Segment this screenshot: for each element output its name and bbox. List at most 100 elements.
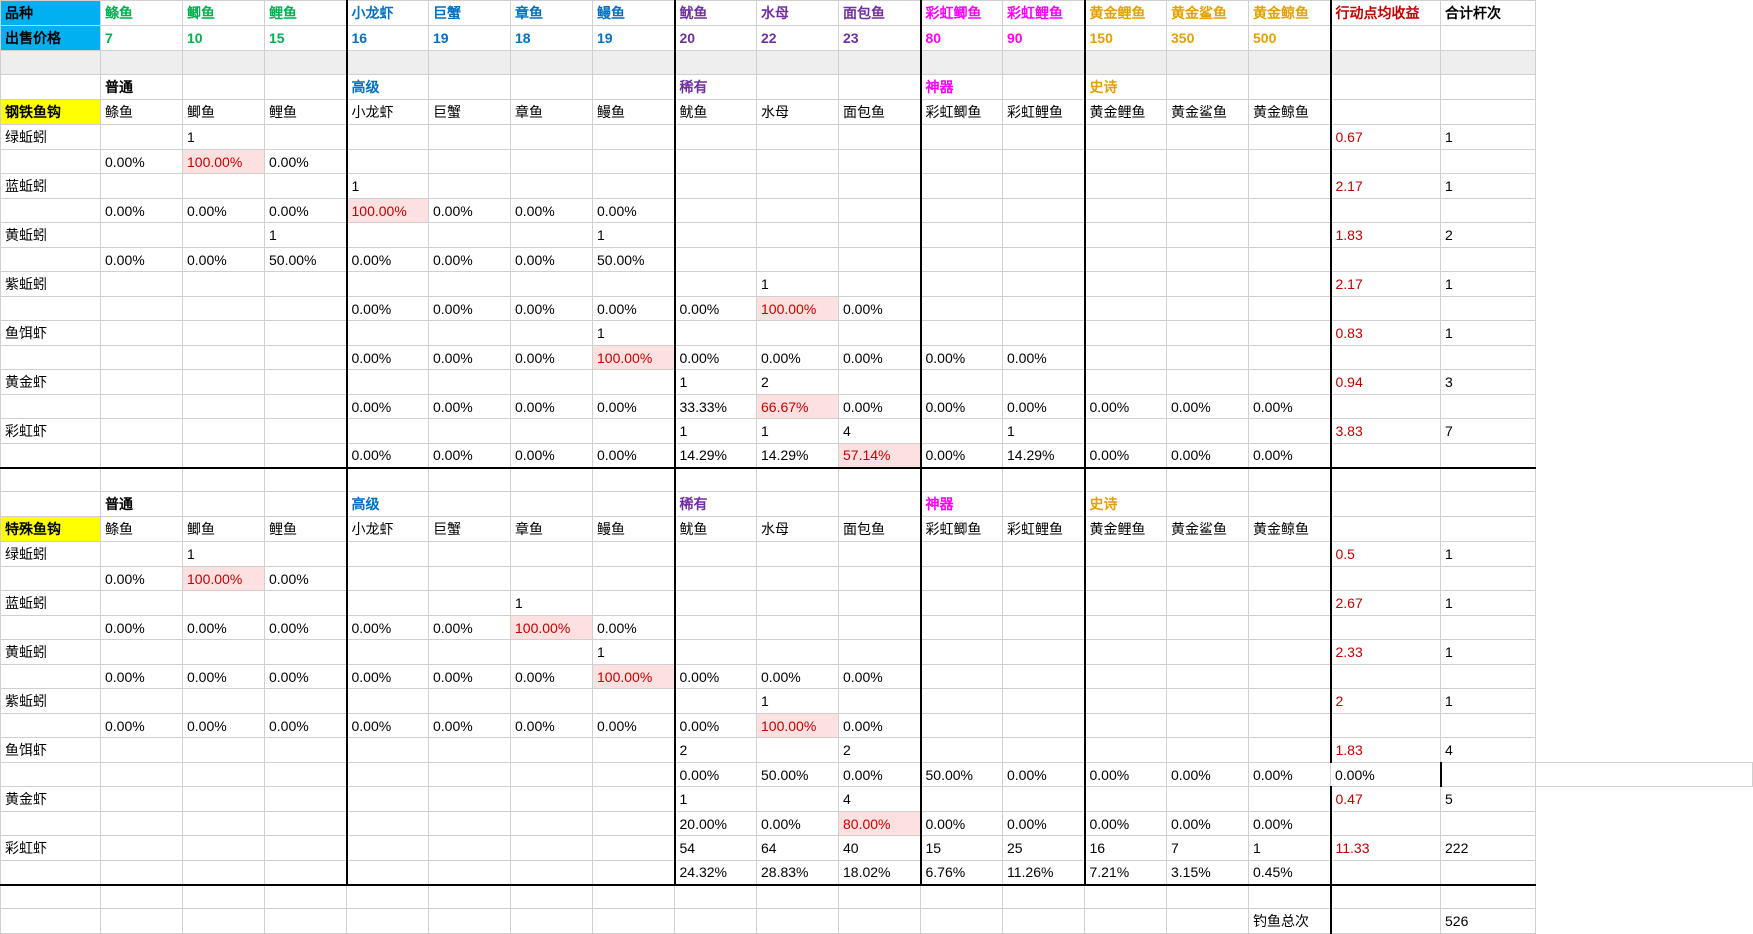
pc xyxy=(1249,567,1331,591)
pc xyxy=(1085,199,1167,223)
ct xyxy=(183,419,265,444)
ct xyxy=(839,125,921,150)
ct xyxy=(1167,272,1249,297)
pc xyxy=(839,567,921,591)
ct: 1 xyxy=(183,542,265,567)
col-鲫鱼: 鲫鱼 xyxy=(183,517,265,542)
pc xyxy=(1003,665,1085,689)
pc xyxy=(757,199,839,223)
pc xyxy=(101,861,183,885)
pc: 18.02% xyxy=(839,861,921,885)
hdr-面包鱼: 面包鱼 xyxy=(839,1,921,26)
ct xyxy=(265,738,347,763)
ct xyxy=(593,125,675,150)
ct xyxy=(101,272,183,297)
ct xyxy=(675,591,757,616)
ct xyxy=(757,787,839,812)
pc: 0.00% xyxy=(511,714,593,738)
pc: 0.00% xyxy=(347,714,429,738)
ct xyxy=(429,542,511,567)
pc xyxy=(101,346,183,370)
pc: 0.00% xyxy=(1003,395,1085,419)
bait-黄金虾: 黄金虾 xyxy=(1,370,101,395)
ct xyxy=(101,591,183,616)
pc: 0.00% xyxy=(921,444,1003,468)
pc xyxy=(265,395,347,419)
pc: 0.00% xyxy=(593,444,675,468)
pc xyxy=(265,297,347,321)
ct xyxy=(183,591,265,616)
ct xyxy=(1085,419,1167,444)
ct xyxy=(1003,738,1085,763)
pc: 100.00% xyxy=(347,199,429,223)
pc: 0.00% xyxy=(429,616,511,640)
ct xyxy=(101,640,183,665)
ct xyxy=(265,542,347,567)
ct xyxy=(1167,542,1249,567)
pc: 0.00% xyxy=(511,444,593,468)
hdr-章鱼: 章鱼 xyxy=(511,1,593,26)
pc xyxy=(1249,199,1331,223)
pc: 0.00% xyxy=(347,297,429,321)
pc xyxy=(1249,714,1331,738)
pc: 80.00% xyxy=(839,812,921,836)
ct: 4 xyxy=(839,419,921,444)
ct xyxy=(1003,125,1085,150)
ct xyxy=(839,689,921,714)
pc xyxy=(593,763,675,787)
ct xyxy=(101,738,183,763)
pc: 0.00% xyxy=(101,248,183,272)
col-彩虹鲤鱼: 彩虹鲤鱼 xyxy=(1003,100,1085,125)
price-黄金鲤鱼: 150 xyxy=(1085,26,1167,51)
ct xyxy=(1167,174,1249,199)
cnt-蓝蚯蚓: 1 xyxy=(1441,174,1536,199)
pc: 0.00% xyxy=(675,714,757,738)
ct xyxy=(921,542,1003,567)
bait-黄蚯蚓: 黄蚯蚓 xyxy=(1,640,101,665)
pc: 20.00% xyxy=(675,812,757,836)
pc xyxy=(757,150,839,174)
cnt-绿蚯蚓: 1 xyxy=(1441,125,1536,150)
hdr-鲤鱼: 鲤鱼 xyxy=(265,1,347,26)
rarity-神器: 神器 xyxy=(921,75,1003,100)
pc: 0.00% xyxy=(101,665,183,689)
ct: 25 xyxy=(1003,836,1085,861)
col-黄金鲤鱼: 黄金鲤鱼 xyxy=(1085,100,1167,125)
ct xyxy=(1167,591,1249,616)
pc: 0.00% xyxy=(429,199,511,223)
ct: 1 xyxy=(1003,419,1085,444)
col-黄金鲸鱼: 黄金鲸鱼 xyxy=(1249,517,1331,542)
pc: 0.00% xyxy=(839,714,921,738)
cnt-绿蚯蚓: 1 xyxy=(1441,542,1536,567)
ct xyxy=(101,321,183,346)
pc: 100.00% xyxy=(593,346,675,370)
hdr-巨蟹: 巨蟹 xyxy=(429,1,511,26)
pc: 100.00% xyxy=(183,150,265,174)
bait-蓝蚯蚓: 蓝蚯蚓 xyxy=(1,174,101,199)
pc: 0.00% xyxy=(511,199,593,223)
yield-彩虹虾: 11.33 xyxy=(1331,836,1441,861)
ct xyxy=(347,125,429,150)
ct xyxy=(1085,370,1167,395)
cnt-彩虹虾: 7 xyxy=(1441,419,1536,444)
ct xyxy=(265,640,347,665)
pc: 0.00% xyxy=(101,567,183,591)
yield-黄金虾: 0.94 xyxy=(1331,370,1441,395)
pc xyxy=(1003,297,1085,321)
pc xyxy=(921,616,1003,640)
pc xyxy=(1249,248,1331,272)
cnt-黄金虾: 5 xyxy=(1441,787,1536,812)
ct xyxy=(1085,174,1167,199)
price-鱿鱼: 20 xyxy=(675,26,757,51)
pc xyxy=(101,763,183,787)
ct xyxy=(675,640,757,665)
pc: 0.00% xyxy=(347,616,429,640)
pc xyxy=(921,150,1003,174)
pc: 0.00% xyxy=(675,297,757,321)
ct xyxy=(1085,591,1167,616)
ct xyxy=(183,321,265,346)
pc xyxy=(1085,297,1167,321)
ct xyxy=(1085,738,1167,763)
hdr-黄金鲨鱼: 黄金鲨鱼 xyxy=(1167,1,1249,26)
ct xyxy=(429,836,511,861)
